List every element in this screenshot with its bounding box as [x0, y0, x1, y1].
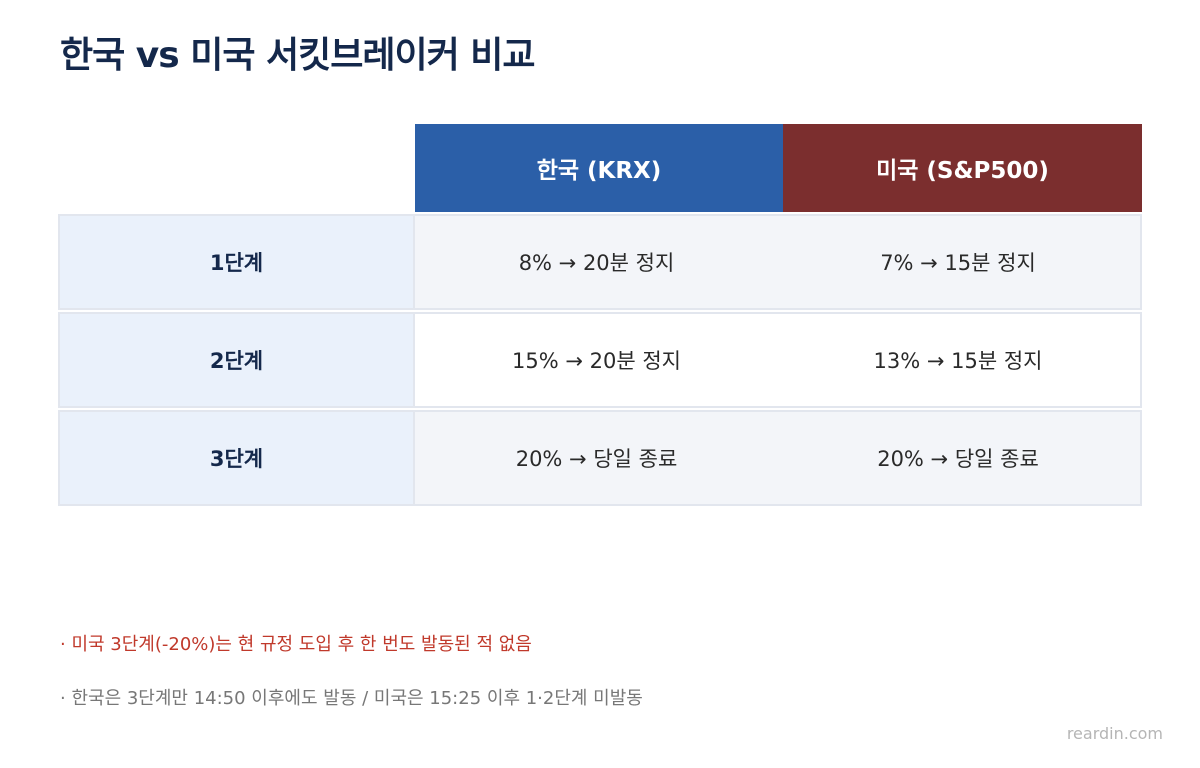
note-muted: · 한국은 3단계만 14:50 이후에도 발동 / 미국은 15:25 이후 … — [60, 688, 643, 709]
korea-value: 15% → 20분 정지 — [512, 349, 681, 373]
header-korea: 한국 (KRX) — [415, 124, 783, 212]
comparison-table: 한국 (KRX) 미국 (S&P500) 1단계 8% → 20분 정지 7% … — [58, 124, 1142, 506]
korea-value: 20% → 당일 종료 — [515, 447, 678, 471]
header-empty-cell — [58, 124, 415, 212]
table-header-row: 한국 (KRX) 미국 (S&P500) — [58, 124, 1142, 212]
us-value: 20% → 당일 종료 — [877, 447, 1039, 471]
table-row: 2단계 15% → 20분 정지 13% → 15분 정지 — [58, 312, 1142, 408]
note-highlight: · 미국 3단계(-20%)는 현 규정 도입 후 한 번도 발동된 적 없음 — [60, 634, 532, 655]
header-us: 미국 (S&P500) — [783, 124, 1142, 212]
korea-value: 8% → 20분 정지 — [518, 251, 675, 275]
credit-text: reardin.com — [1066, 724, 1163, 743]
stage-label: 2단계 — [60, 314, 415, 406]
stage-label: 1단계 — [60, 216, 415, 308]
stage-label: 3단계 — [60, 412, 415, 504]
table-row: 1단계 8% → 20분 정지 7% → 15분 정지 — [58, 214, 1142, 310]
us-value: 13% → 15분 정지 — [873, 349, 1043, 373]
us-value: 7% → 15분 정지 — [880, 251, 1036, 275]
table-row: 3단계 20% → 당일 종료 20% → 당일 종료 — [58, 410, 1142, 506]
page-title: 한국 vs 미국 서킷브레이커 비교 — [60, 35, 535, 76]
